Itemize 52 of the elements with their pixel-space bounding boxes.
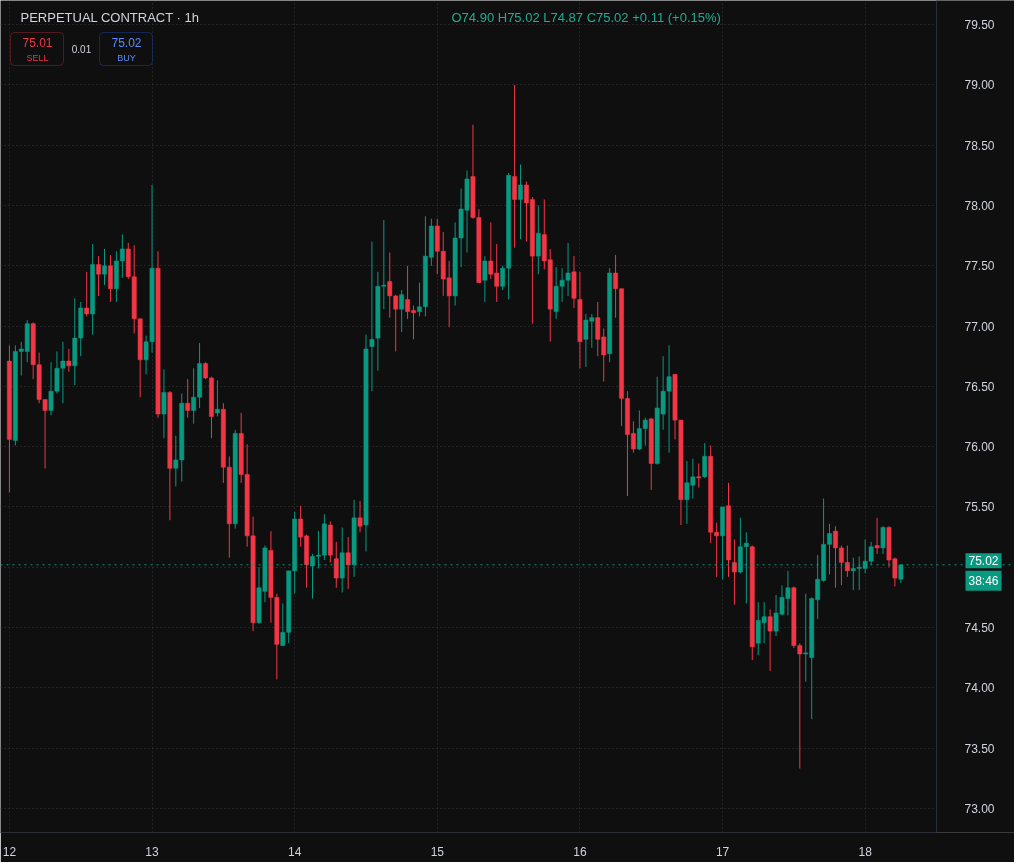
y-tick-label: 78.50	[964, 138, 995, 153]
y-tick-label: 79.00	[964, 78, 995, 93]
candlestick	[482, 255, 488, 303]
candlestick	[345, 536, 351, 590]
annotation: 75.01	[22, 36, 53, 50]
annotation: O74.90 H75.02 L74.87 C75.02 +0.11 (+0.15%)	[451, 10, 721, 25]
y-tick-label: 74.50	[964, 621, 995, 636]
annotation: 0.01	[71, 43, 92, 55]
x-tick-label: 12	[2, 844, 17, 859]
x-tick-label: 17	[715, 844, 730, 859]
x-tick-label: 14	[288, 844, 302, 859]
x-tick-label: 18	[858, 844, 873, 859]
candlestick	[185, 378, 191, 419]
candlestick	[357, 500, 363, 533]
candlestick	[66, 348, 72, 373]
candlestick	[333, 541, 339, 589]
candlestick	[535, 204, 541, 275]
y-tick-label: 77.00	[964, 319, 995, 334]
y-tick-label: 75.50	[964, 500, 995, 515]
candlestick	[84, 271, 90, 317]
y-tick-label: 73.50	[964, 741, 995, 756]
candlestick	[696, 463, 702, 489]
y-tick-label: 74.00	[964, 681, 995, 696]
y-tick-label: 79.50	[964, 18, 995, 33]
candlestick	[102, 248, 107, 286]
candlestick	[369, 241, 375, 392]
annotation: SELL	[26, 52, 49, 63]
y-tick-label: 76.50	[964, 379, 995, 394]
x-tick-label: 13	[145, 844, 160, 859]
x-tick-label: 16	[573, 844, 587, 859]
candlestick	[215, 379, 220, 417]
text: PERPETUAL CONTRACT · 1h	[20, 10, 199, 25]
candlestick	[767, 608, 773, 672]
annotation: BUY	[117, 52, 136, 63]
candlestick	[732, 538, 737, 606]
text: 38:46	[968, 573, 999, 588]
candlestick	[108, 254, 113, 303]
candlestick	[161, 368, 167, 439]
candlestick	[96, 255, 101, 297]
y-tick-label: 73.00	[964, 801, 995, 816]
y-tick-label: 76.00	[964, 440, 995, 455]
candlestick	[518, 163, 523, 240]
candlestick	[880, 525, 886, 555]
candlestick	[399, 289, 405, 333]
candlestick	[702, 442, 708, 479]
ref-line-label: 75.02	[968, 554, 999, 569]
candlestick	[512, 84, 517, 249]
candlestick	[874, 517, 880, 555]
x-tick-label: 15	[430, 844, 445, 859]
annotation: 75.02	[111, 36, 142, 50]
y-tick-label: 78.00	[964, 198, 995, 213]
y-tick-label: 77.50	[964, 259, 995, 274]
